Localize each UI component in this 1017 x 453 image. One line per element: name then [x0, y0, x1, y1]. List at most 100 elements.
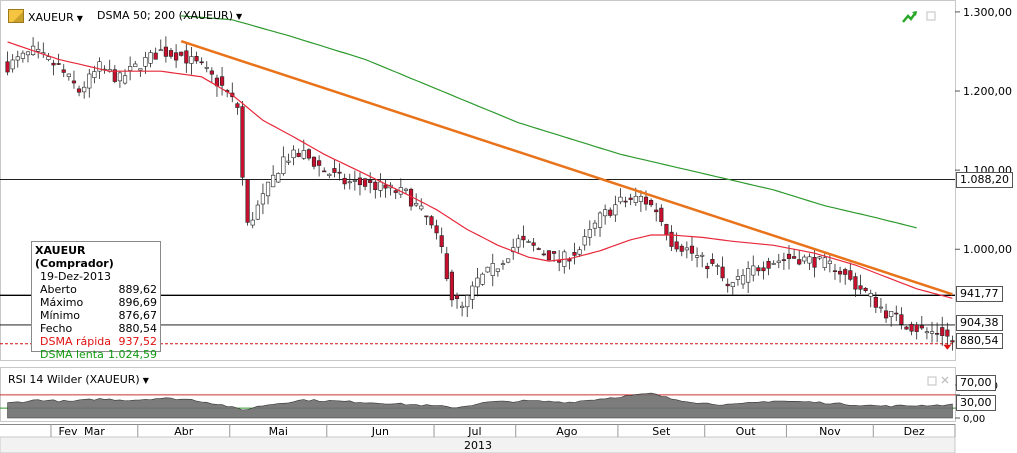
candle-body	[822, 257, 827, 268]
info-row-close: Fecho 880,54	[35, 322, 157, 335]
candle-body	[807, 256, 812, 264]
candle-body	[720, 266, 725, 279]
candle-body	[756, 267, 761, 272]
trendline	[180, 39, 953, 296]
candle-body	[705, 265, 710, 270]
candle-body	[935, 333, 940, 335]
candle-body	[174, 52, 179, 61]
info-label: Aberto	[40, 283, 77, 296]
month-label: Jul	[467, 425, 481, 438]
window-restore-icon[interactable]	[926, 11, 936, 24]
candle-body	[92, 71, 97, 78]
info-label: Máximo	[40, 296, 84, 309]
candle-body	[689, 245, 695, 254]
rsi-selector[interactable]: RSI 14 Wilder (XAUEUR) ▼	[8, 373, 149, 386]
candle-body	[740, 274, 746, 285]
candle-body	[424, 215, 429, 218]
candle-body	[204, 67, 209, 69]
candle-body	[36, 48, 41, 52]
candle-body	[848, 270, 853, 280]
candle-body	[449, 271, 454, 301]
candle-body	[485, 266, 490, 273]
candle-body	[899, 314, 904, 325]
candle-body	[20, 52, 25, 59]
candle-body	[551, 251, 557, 254]
candle-body	[322, 170, 327, 173]
candle-body	[608, 209, 613, 216]
chevron-down-icon[interactable]: ▼	[236, 12, 243, 21]
candle-body	[536, 248, 541, 250]
chevron-down-icon[interactable]: ▼	[142, 376, 149, 385]
candle-body	[883, 310, 889, 319]
candle-body	[342, 177, 347, 185]
candle-body	[929, 331, 935, 334]
info-title: XAUEUR (Comprador)	[35, 244, 114, 270]
candle-body	[419, 205, 424, 210]
candle-body	[843, 269, 848, 275]
month-label: Mai	[269, 425, 288, 438]
candle-body	[271, 174, 276, 188]
trend-arrow-icon[interactable]	[902, 10, 918, 27]
candle-body	[286, 160, 291, 163]
candle-body	[541, 253, 546, 256]
candle-body	[480, 273, 485, 285]
candle-body	[751, 265, 756, 276]
candle-body	[516, 238, 521, 248]
candle-body	[158, 49, 163, 52]
candle-body	[582, 236, 587, 246]
candle-body	[255, 204, 260, 220]
candle-body	[306, 149, 311, 159]
candle-body	[281, 156, 286, 174]
candle-body	[378, 181, 383, 191]
candle-body	[889, 310, 894, 317]
candle-body	[454, 294, 460, 299]
rsi-label: RSI 14 Wilder (XAUEUR)	[8, 373, 140, 386]
year-label: 2013	[464, 439, 492, 452]
candle-body	[802, 256, 807, 262]
candle-body	[664, 224, 669, 236]
candle-body	[832, 270, 838, 272]
candle-body	[97, 61, 102, 72]
candle-body	[618, 196, 623, 203]
candle-body	[684, 247, 689, 251]
candle-body	[603, 209, 608, 217]
candle-body	[194, 56, 199, 62]
close-icon[interactable]	[940, 375, 950, 388]
info-label: DSMA rápida	[40, 335, 111, 348]
month-label: Jun	[371, 425, 389, 438]
info-value: 880,54	[118, 322, 158, 335]
indicator-label: DSMA 50; 200 (XAUEUR)	[97, 9, 233, 22]
candle-body	[301, 150, 306, 159]
candle-body	[250, 219, 255, 226]
candle-body	[373, 181, 378, 190]
candle-body	[940, 327, 945, 336]
candle-body	[863, 287, 868, 292]
candle-body	[240, 106, 245, 178]
candle-body	[735, 276, 741, 280]
month-label: Dez	[904, 425, 925, 438]
candle-body	[291, 149, 296, 159]
candle-body	[276, 173, 281, 183]
candle-body	[797, 259, 802, 265]
symbol-selector[interactable]: XAUEUR ▼	[8, 9, 83, 24]
candle-body	[296, 152, 301, 157]
window-restore-icon[interactable]	[927, 376, 937, 389]
info-value: 937,52	[118, 335, 158, 348]
info-row-open: Aberto 889,62	[35, 283, 157, 296]
candle-body	[168, 50, 174, 57]
candle-body	[317, 160, 322, 166]
y-tick-label: 1.300,00	[963, 6, 1012, 19]
candle-body	[327, 173, 332, 176]
candle-body	[781, 259, 786, 261]
candle-body	[597, 212, 603, 228]
indicator-selector[interactable]: DSMA 50; 200 (XAUEUR) ▼	[97, 9, 242, 22]
rsi-tick-label: 0,00	[963, 414, 985, 425]
candle-body	[500, 263, 506, 265]
month-label: Set	[652, 425, 671, 438]
chevron-down-icon[interactable]: ▼	[76, 14, 83, 23]
month-label: Mar	[84, 425, 105, 438]
info-date: 19-Dez-2013	[40, 270, 111, 283]
candle-body	[362, 178, 368, 187]
info-value: 889,62	[118, 283, 158, 296]
